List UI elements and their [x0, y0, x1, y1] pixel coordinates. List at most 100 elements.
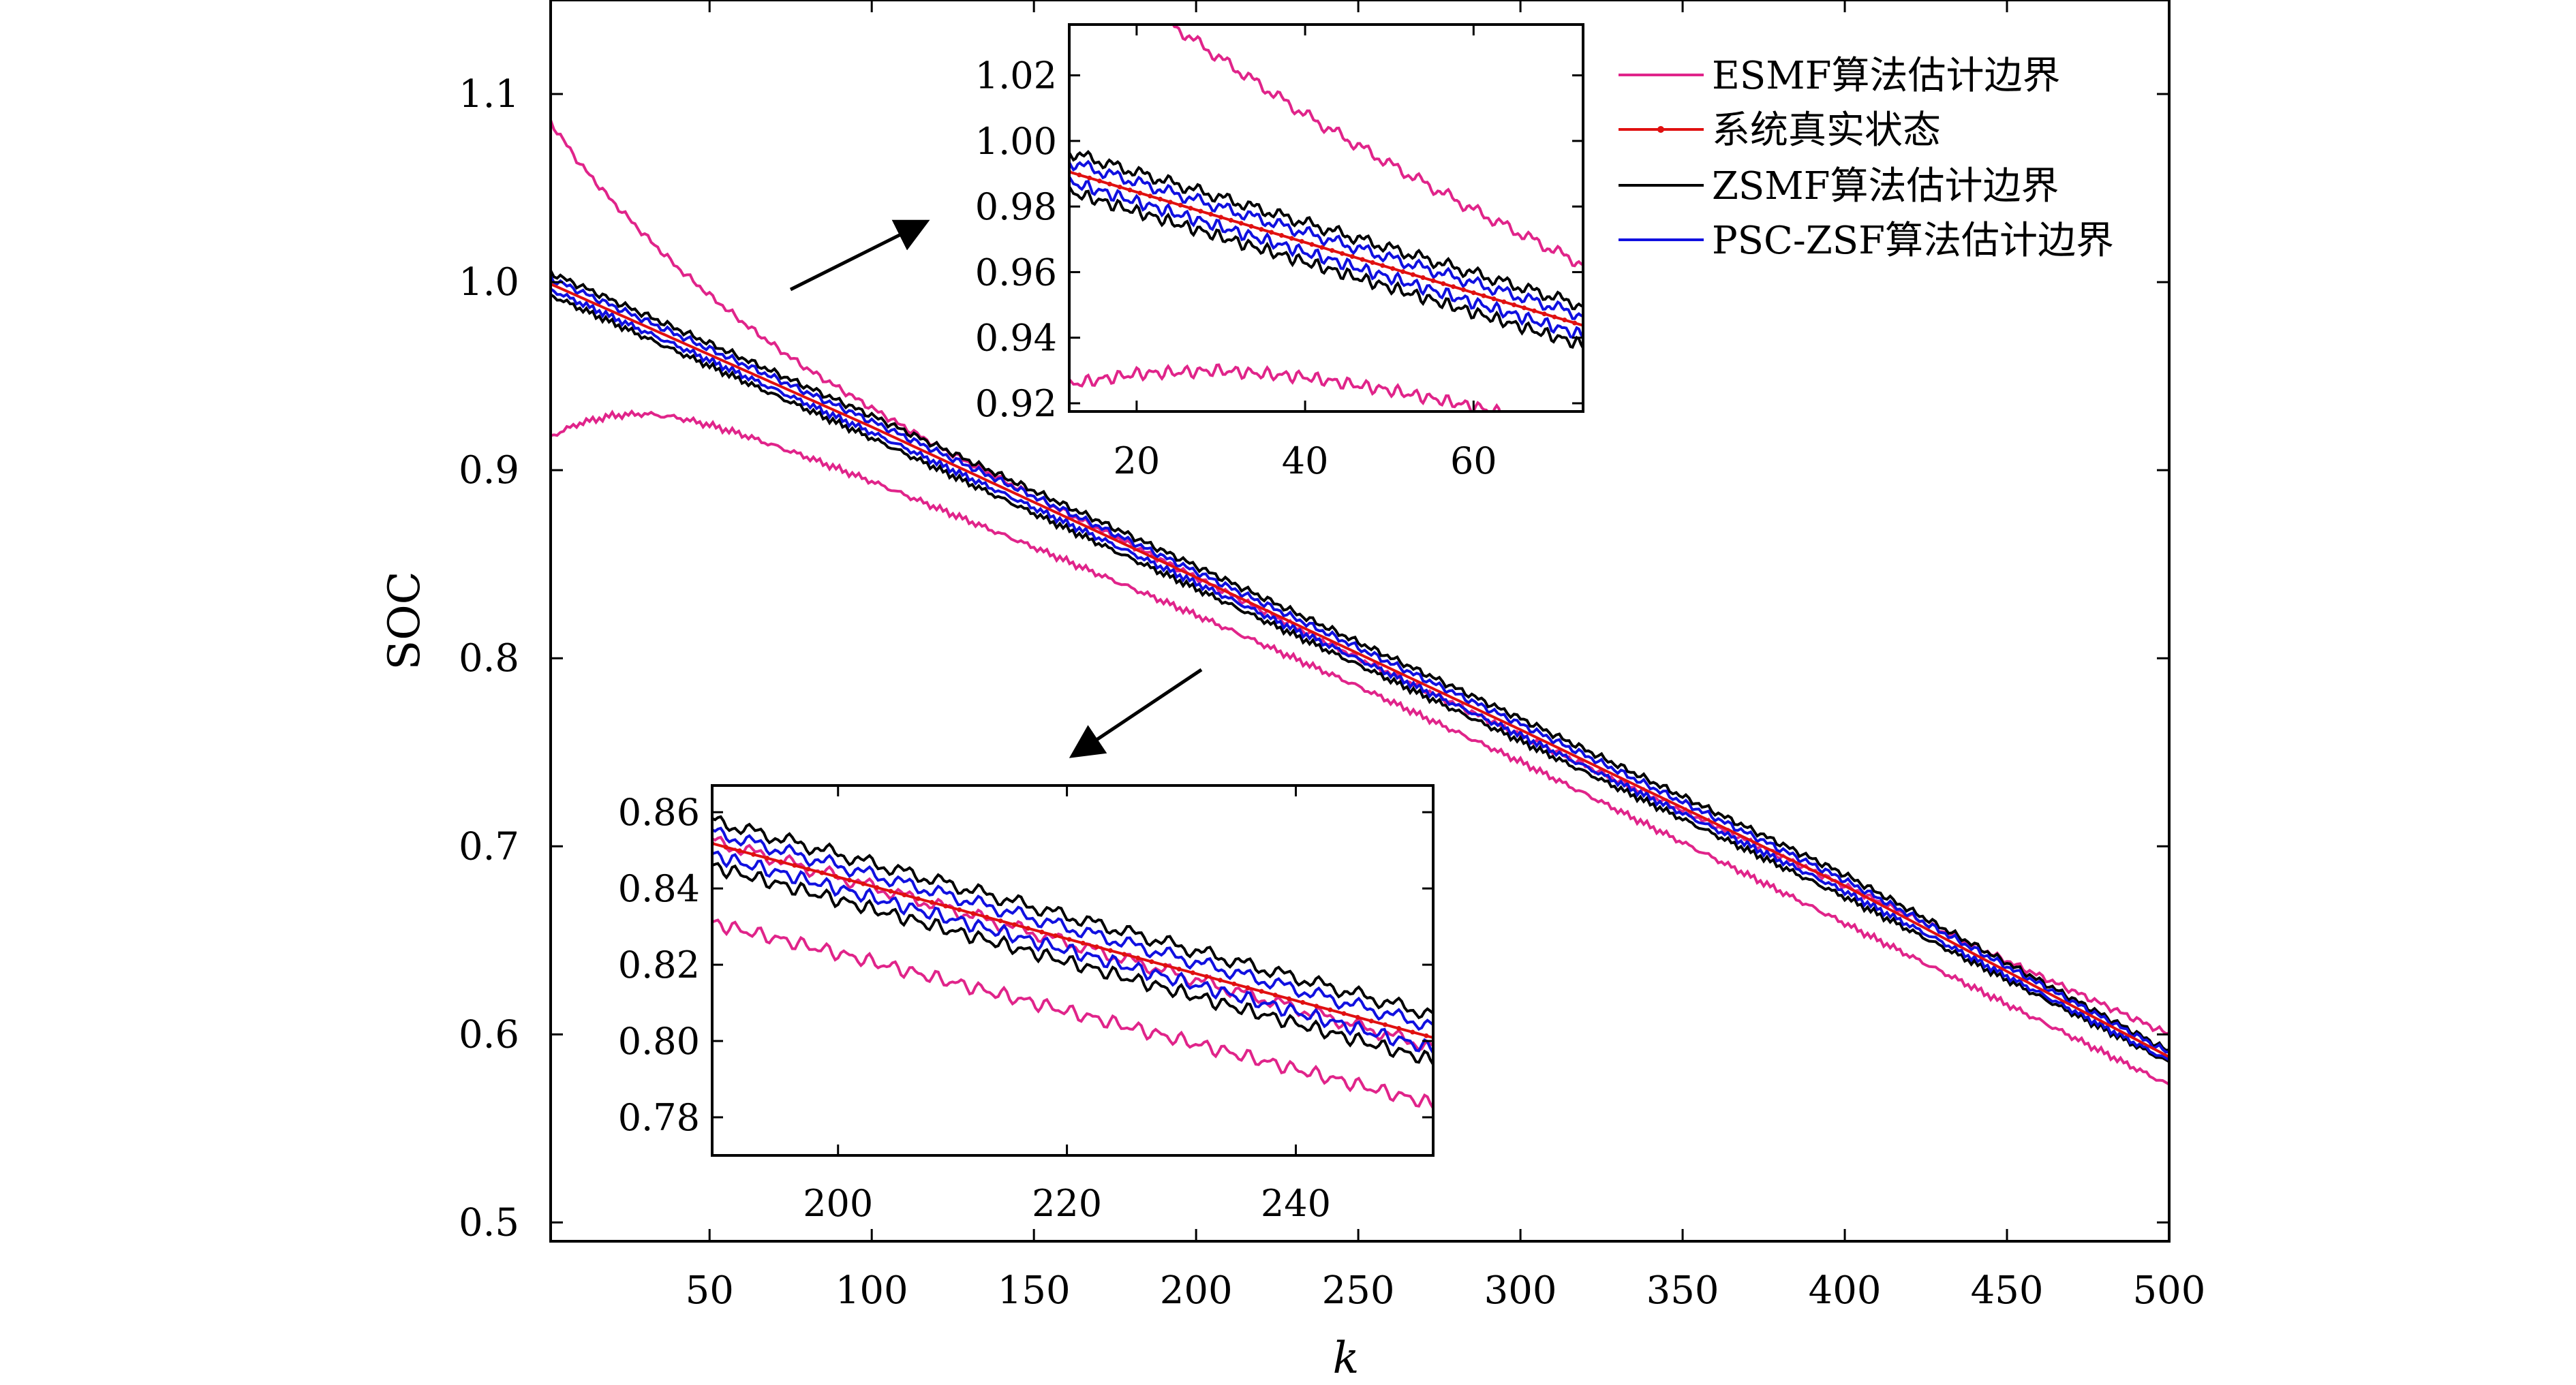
inset-top-truth-point: [1491, 296, 1497, 302]
inset-bottom-truth-point: [874, 885, 880, 890]
inset-bottom-truth-point: [819, 870, 825, 875]
inset-background: [1069, 25, 1583, 411]
inset-bottom-truth-point: [1410, 1029, 1415, 1035]
inset-top-truth-point: [1228, 217, 1233, 223]
inset-frame: [711, 784, 1435, 1157]
inset-top-truth-point: [1552, 314, 1557, 320]
inset-bottom-truth-point: [1272, 993, 1278, 998]
inset-top-truth-point: [1299, 238, 1304, 244]
inset-top-series-line: [1069, 363, 1517, 411]
arrow-to-bottom-inset: [1069, 668, 1203, 758]
x-axis-label: k: [1333, 1333, 1360, 1384]
inset-top-truth-point: [1309, 242, 1315, 247]
inset-bottom-truth-point: [1122, 952, 1127, 957]
y-tick-label: 0.7: [459, 824, 519, 869]
inset-bottom-truth-point: [1424, 1033, 1429, 1038]
main-series-line: [551, 283, 2169, 1059]
inset-bottom-truth-point: [1163, 963, 1168, 968]
inset-top-truth-point: [1349, 254, 1355, 259]
inset-top-truth-point: [1289, 236, 1294, 241]
inset-top-truth-point: [1259, 227, 1264, 232]
inset-top-truth-point: [1238, 221, 1244, 226]
inset-bottom-truth-point: [1204, 974, 1209, 979]
inset-top-truth-point: [1269, 230, 1274, 235]
inset-top-series-line: [1069, 159, 1583, 320]
inset-bottom-truth-point: [847, 877, 852, 883]
inset-top-truth-point: [1148, 193, 1153, 199]
x-tick-label: 500: [2133, 1269, 2206, 1313]
y-axis-label: SOC: [380, 571, 430, 670]
inset-bottom-series-line: [712, 862, 1433, 1065]
inset-y-tick-label: 0.86: [618, 791, 700, 834]
inset-top-truth-point: [1208, 211, 1214, 217]
inset-bottom-truth-point: [1080, 940, 1086, 946]
inset-bottom-truth-point: [737, 848, 742, 854]
inset-top-truth-point: [1572, 320, 1578, 326]
inset-top-series-line: [1069, 176, 1583, 339]
inset-bottom-truth-point: [1067, 937, 1072, 942]
inset-frame: [1068, 23, 1584, 413]
inset-x-tick-label: 40: [1282, 439, 1329, 482]
inset-y-tick-label: 0.82: [618, 944, 700, 986]
plot-frame: [549, 0, 2171, 1243]
arrow-to-top-inset: [789, 219, 930, 292]
inset-bottom: 200 220 240 0.78 0.80 0.82 0.84 0.86: [618, 784, 1435, 1225]
legend-label: 系统真实状态: [1712, 108, 1941, 153]
inset-top-truth-point: [1501, 299, 1507, 305]
inset-top-truth-point: [1522, 305, 1527, 311]
inset-bottom-truth-point: [929, 900, 934, 905]
inset-top: 20 40 60 0.92 0.94 0.96 0.98 1.00 1.02: [975, 23, 1584, 482]
inset-bottom-truth-point: [1245, 985, 1251, 991]
inset-top-truth-point: [1198, 208, 1203, 214]
inset-x-tick-label: 200: [803, 1182, 873, 1225]
inset-top-truth-point: [1340, 251, 1345, 256]
inset-bottom-truth-point: [1176, 967, 1182, 971]
y-tick-label: 1.0: [459, 260, 519, 305]
inset-top-truth-point: [1218, 215, 1223, 220]
inset-top-truth-point: [1279, 233, 1284, 238]
inset-bottom-truth-point: [984, 914, 990, 920]
inset-bottom-series-line: [712, 918, 1433, 1109]
inset-top-truth-point: [1512, 302, 1517, 307]
inset-top-truth-point: [1471, 290, 1476, 296]
inset-background: [712, 785, 1433, 1155]
y-tick-label: 0.8: [459, 636, 519, 681]
inset-bottom-truth-point: [1218, 978, 1223, 983]
inset-top-truth-point: [1531, 308, 1537, 313]
inset-bottom-truth-point: [1011, 922, 1017, 927]
inset-bottom-truth-point: [998, 918, 1003, 924]
inset-bottom-truth-point: [1328, 1007, 1333, 1012]
inset-top-series-line: [1069, 185, 1583, 349]
inset-top-truth-point: [1158, 196, 1163, 202]
inset-x-tick-label: 240: [1261, 1182, 1331, 1225]
inset-top-truth-point: [1188, 206, 1193, 211]
y-tick-label: 0.5: [459, 1200, 519, 1245]
inset-bottom-truth-point: [1190, 970, 1195, 976]
inset-bottom-truth-point: [902, 892, 907, 898]
inset-top-series-line: [1069, 170, 1583, 327]
inset-bottom-truth-point: [1314, 1003, 1319, 1009]
inset-top-truth-point: [1167, 200, 1173, 205]
inset-top-truth-point: [1077, 172, 1082, 178]
inset-top-truth-point: [1451, 284, 1456, 290]
x-tick-label: 300: [1484, 1269, 1557, 1313]
inset-x-tick-label: 220: [1032, 1182, 1102, 1225]
inset-top-truth-point: [1441, 281, 1446, 286]
inset-bottom-truth-point: [1053, 933, 1058, 938]
inset-bottom-truth-point: [970, 911, 976, 916]
y-tick-label: 1.1: [459, 72, 519, 116]
inset-bottom-truth-point: [833, 874, 838, 879]
inset-bottom-truth-point: [861, 881, 866, 886]
x-tick-label: 200: [1160, 1269, 1233, 1313]
inset-top-truth-point: [1390, 266, 1396, 271]
inset-x-tick-label: 20: [1114, 439, 1161, 482]
inset-y-tick-label: 0.84: [618, 867, 700, 910]
x-tick-label: 350: [1646, 1269, 1719, 1313]
x-tick-label: 450: [1971, 1269, 2044, 1313]
main-series-line: [551, 409, 2169, 1086]
inset-top-truth-point: [1127, 187, 1133, 193]
inset-top-truth-point: [1420, 275, 1426, 280]
inset-bottom-truth-point: [1039, 929, 1045, 935]
x-tick-label: 250: [1322, 1269, 1395, 1313]
